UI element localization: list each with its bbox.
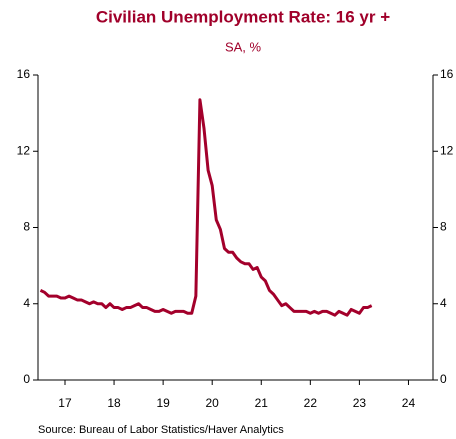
x-tick-label: 23	[353, 396, 367, 410]
y-tick-label: 8	[23, 220, 30, 234]
y-tick-label: 16	[17, 67, 31, 81]
x-tick-label: 21	[255, 396, 269, 410]
x-tick-label: 22	[304, 396, 318, 410]
y2-tick-label: 4	[440, 296, 447, 310]
y2-tick-label: 12	[440, 143, 454, 157]
x-tick-label: 24	[402, 396, 416, 410]
x-tick-label: 19	[156, 396, 170, 410]
chart-title: Civilian Unemployment Rate: 16 yr +	[96, 7, 390, 26]
x-tick-label: 17	[58, 396, 72, 410]
y2-tick-label: 0	[440, 372, 447, 386]
series-line	[39, 98, 373, 317]
y-tick-label: 0	[23, 372, 30, 386]
y-tick-label: 4	[23, 296, 30, 310]
chart-subtitle: SA, %	[225, 39, 262, 54]
y2-tick-label: 16	[440, 67, 454, 81]
x-tick-label: 18	[107, 396, 121, 410]
source-note: Source: Bureau of Labor Statistics/Haver…	[38, 424, 284, 436]
y-tick-label: 12	[17, 143, 31, 157]
x-tick-label: 20	[206, 396, 220, 410]
y2-tick-label: 8	[440, 220, 447, 234]
